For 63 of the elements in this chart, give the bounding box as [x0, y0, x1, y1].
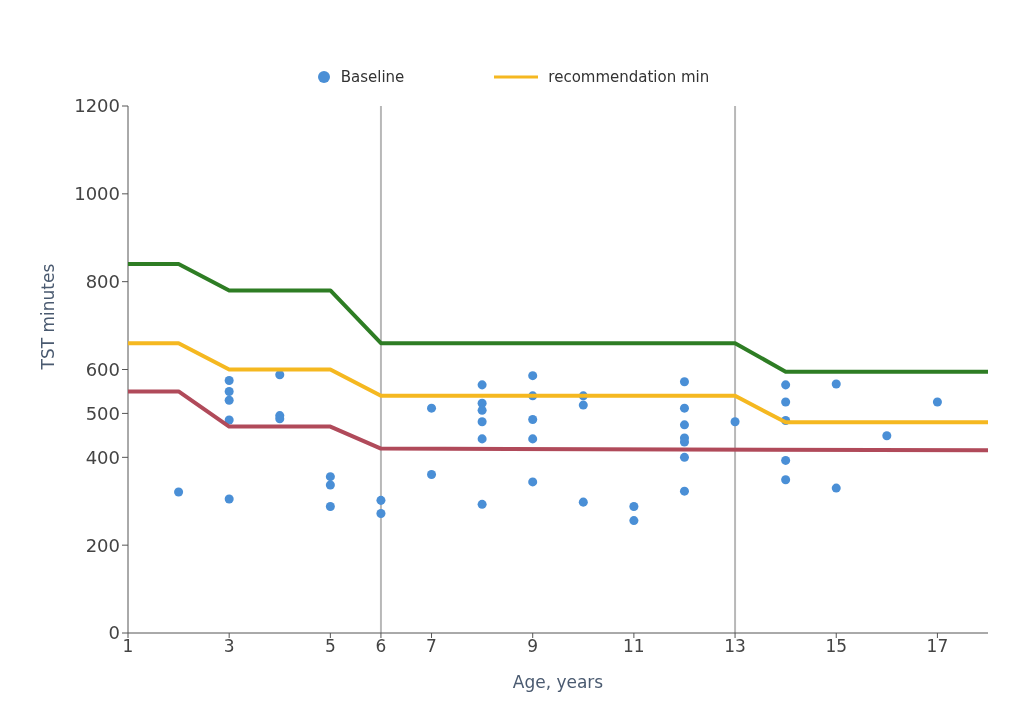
- x-tick-label: 7: [426, 636, 437, 657]
- point: [578, 497, 588, 507]
- point: [528, 477, 538, 487]
- x-tick-label: 5: [324, 636, 336, 657]
- point: [781, 455, 791, 465]
- y-axis-title: TST minutes: [38, 263, 59, 371]
- point: [325, 502, 335, 512]
- point: [578, 400, 588, 410]
- point: [831, 483, 841, 493]
- point: [376, 495, 386, 505]
- point: [679, 377, 689, 387]
- x-tick-label: 13: [724, 636, 746, 657]
- y-tick-label: 0: [108, 622, 120, 644]
- y-tick-label: 600: [85, 358, 120, 380]
- line-series: [128, 262, 988, 374]
- point: [629, 516, 639, 526]
- point: [427, 469, 437, 479]
- x-tick-label: 9: [527, 636, 539, 657]
- line-series: [128, 341, 988, 425]
- point: [679, 403, 689, 413]
- y-tick-label: 500: [85, 402, 120, 424]
- point: [781, 475, 791, 485]
- y-tick-label: 400: [85, 446, 120, 468]
- legend-label: recommendation min: [547, 68, 710, 86]
- y-tick-label: 1200: [74, 95, 120, 117]
- x-tick-label: 1: [122, 636, 134, 657]
- y-tick-label: 1000: [74, 183, 120, 205]
- point: [376, 509, 386, 519]
- x-axis-title: Age, years: [512, 672, 604, 692]
- point: [528, 434, 538, 444]
- x-tick-label: 11: [623, 636, 645, 657]
- x-tick-label: 17: [926, 636, 949, 657]
- x-tick-label: 15: [825, 636, 848, 657]
- point: [477, 499, 487, 509]
- x-tick-label: 3: [223, 636, 235, 657]
- point: [730, 417, 740, 427]
- point: [224, 494, 234, 504]
- y-tick-label: 200: [85, 534, 120, 556]
- y-tick-label: 800: [85, 271, 120, 293]
- point: [831, 379, 841, 389]
- point: [325, 472, 335, 482]
- point: [679, 452, 689, 462]
- point: [224, 395, 234, 405]
- point: [477, 434, 487, 444]
- point: [477, 417, 487, 427]
- point: [325, 480, 335, 490]
- point: [781, 397, 791, 407]
- point: [679, 420, 689, 430]
- point: [629, 502, 639, 512]
- point: [174, 487, 184, 497]
- point: [427, 403, 437, 413]
- point: [224, 375, 234, 385]
- point: [528, 415, 538, 425]
- x-tick-label: 6: [375, 636, 387, 657]
- line-series: [128, 389, 988, 453]
- legend-label: Baseline: [339, 68, 405, 86]
- point: [679, 486, 689, 496]
- point: [781, 380, 791, 390]
- point: [932, 397, 942, 407]
- point: [528, 371, 538, 381]
- point: [224, 386, 234, 396]
- point: [477, 380, 487, 390]
- point: [882, 431, 892, 441]
